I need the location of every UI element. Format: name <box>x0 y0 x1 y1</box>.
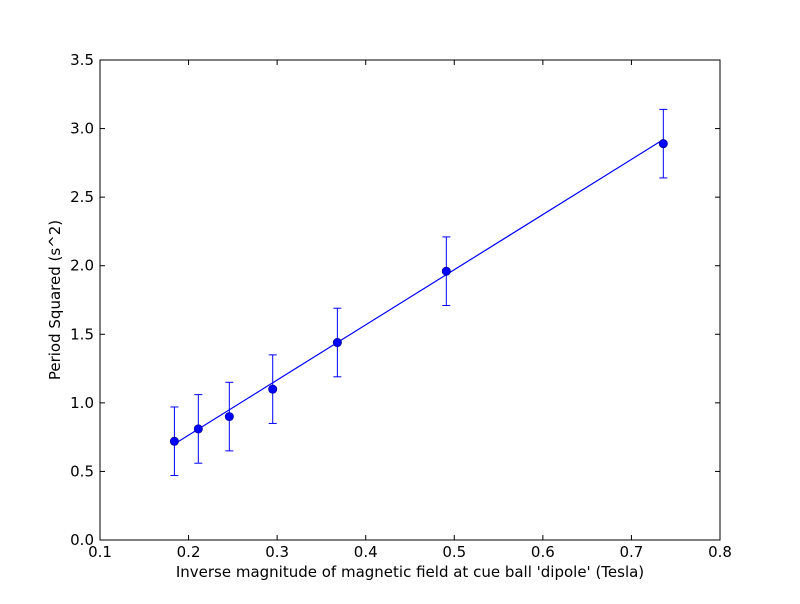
x-tick-label: 0.3 <box>265 543 289 561</box>
y-tick-label: 2.5 <box>70 188 94 206</box>
x-tick-label: 0.8 <box>708 543 732 561</box>
data-point <box>224 412 234 422</box>
y-tick-label: 0.5 <box>70 462 94 480</box>
y-tick-label: 3.0 <box>70 120 94 138</box>
y-tick-label: 1.0 <box>70 394 94 412</box>
y-tick-label: 2.0 <box>70 257 94 275</box>
y-tick-label: 3.5 <box>70 51 94 69</box>
fit-line <box>174 139 664 445</box>
y-tick-label: 1.5 <box>70 325 94 343</box>
data-point <box>441 266 451 276</box>
data-point <box>193 424 203 434</box>
y-tick-label: 0.0 <box>70 531 94 549</box>
x-tick-label: 0.4 <box>354 543 378 561</box>
plot-frame <box>99 59 721 541</box>
data-point <box>332 338 342 348</box>
data-point <box>658 139 668 149</box>
plot-marks <box>169 108 668 477</box>
x-tick-label: 0.6 <box>531 543 555 561</box>
y-axis-label: Period Squared (s^2) <box>46 220 64 380</box>
x-tick-label: 0.2 <box>177 543 201 561</box>
data-point <box>169 436 179 446</box>
axes: 0.1 0.2 0.3 0.4 0.5 0.6 0.7 0.8 0.0 0.5 1.0 1.5 2.0 2… <box>70 51 732 561</box>
x-tick-label: 0.5 <box>442 543 466 561</box>
data-point <box>268 384 278 394</box>
x-axis-label: Inverse magnitude of magnetic field at c… <box>176 563 644 581</box>
x-tick-label: 0.1 <box>88 543 112 561</box>
x-tick-label: 0.7 <box>619 543 643 561</box>
